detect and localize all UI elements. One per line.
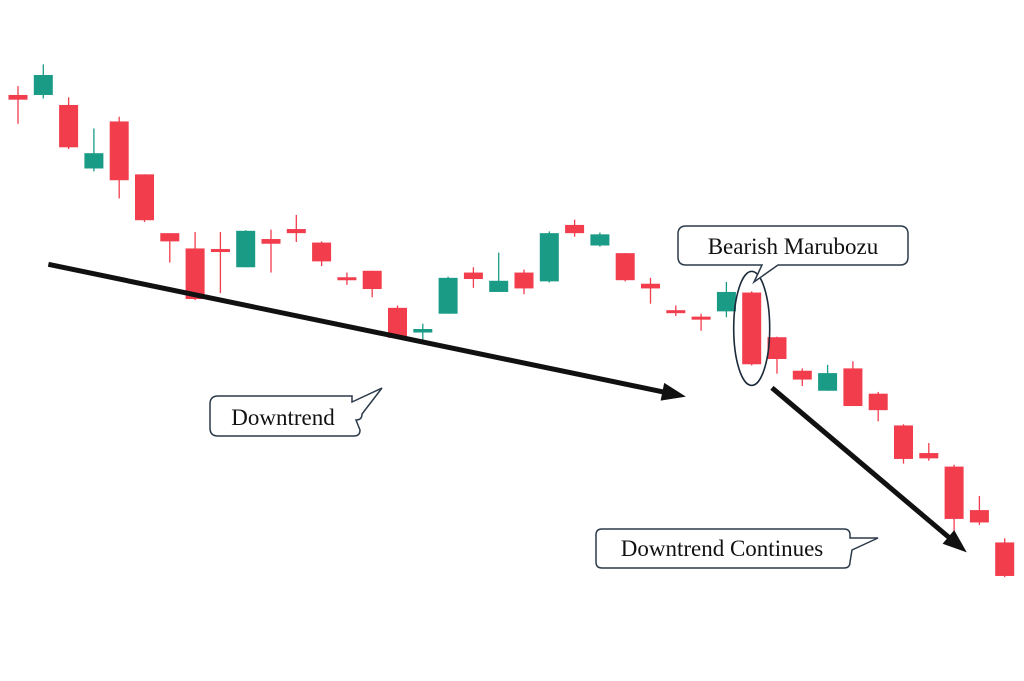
candle-body bbox=[691, 316, 711, 320]
candle-body bbox=[109, 121, 129, 181]
downtrend-continues-arrow bbox=[770, 385, 952, 541]
candle bbox=[84, 128, 104, 172]
candle bbox=[641, 277, 660, 304]
candle bbox=[362, 270, 382, 298]
candle-body bbox=[944, 466, 964, 519]
candle bbox=[514, 269, 534, 295]
candle bbox=[843, 361, 863, 407]
candle-body bbox=[666, 310, 686, 314]
candle bbox=[666, 305, 686, 317]
candle bbox=[109, 116, 129, 199]
candle-body bbox=[33, 74, 53, 95]
candle-body bbox=[388, 307, 407, 338]
candle-body bbox=[590, 234, 610, 246]
candle bbox=[135, 174, 154, 222]
downtrend-arrow bbox=[47, 261, 665, 395]
candle bbox=[33, 64, 53, 99]
candle-body bbox=[236, 230, 256, 268]
candle bbox=[539, 231, 559, 283]
candle-body bbox=[362, 270, 382, 290]
downtrend-callout-label: Downtrend bbox=[231, 405, 335, 430]
candle bbox=[185, 231, 205, 301]
candle-body bbox=[995, 542, 1015, 576]
candle-body bbox=[767, 337, 787, 359]
candle bbox=[312, 241, 332, 267]
candle-body bbox=[919, 453, 939, 459]
candle-body bbox=[868, 393, 888, 411]
candle-body bbox=[641, 283, 660, 289]
candle bbox=[236, 230, 256, 268]
downtrend-callout-bubble bbox=[209, 387, 383, 437]
candle bbox=[210, 231, 230, 294]
candle-body bbox=[463, 272, 483, 280]
candle-body bbox=[969, 510, 989, 523]
candle-body bbox=[59, 104, 79, 148]
bearish-marubozu-callout-label: Bearish Marubozu bbox=[708, 234, 879, 259]
downtrend-continues-callout-bubble bbox=[595, 528, 879, 569]
candle-body bbox=[185, 248, 205, 300]
candle bbox=[615, 253, 635, 282]
annotations-layer: Downtrend Bearish Marubozu Downtrend Con… bbox=[47, 225, 967, 569]
candle-body bbox=[489, 280, 509, 292]
candle bbox=[818, 364, 838, 391]
candle bbox=[286, 214, 306, 242]
candle-body bbox=[792, 370, 812, 380]
candle-body bbox=[413, 329, 433, 333]
candle bbox=[590, 232, 610, 247]
candle-body bbox=[160, 233, 180, 242]
candle bbox=[792, 368, 812, 387]
candle bbox=[438, 276, 458, 314]
candle-body bbox=[716, 291, 736, 312]
candle bbox=[388, 305, 407, 339]
candle-body bbox=[8, 94, 28, 100]
candle-body bbox=[514, 272, 534, 289]
candle bbox=[995, 538, 1015, 578]
candle bbox=[261, 229, 281, 273]
candle bbox=[944, 464, 964, 532]
candle bbox=[489, 252, 509, 292]
candle-body bbox=[894, 425, 913, 459]
candle bbox=[691, 313, 711, 331]
candle bbox=[969, 495, 989, 525]
candle-body bbox=[615, 253, 635, 281]
candles-layer bbox=[8, 64, 1015, 578]
candle-body bbox=[286, 229, 306, 234]
candle bbox=[59, 97, 79, 150]
candle bbox=[742, 291, 762, 366]
candle-body bbox=[438, 277, 458, 314]
downtrend-callout: Downtrend bbox=[209, 387, 383, 437]
downtrend-arrow-head bbox=[660, 382, 686, 401]
downtrend-continues-arrow-head bbox=[942, 530, 967, 553]
candle bbox=[8, 86, 28, 124]
candle-body bbox=[210, 249, 230, 253]
candle-body bbox=[565, 224, 585, 234]
candle bbox=[868, 391, 888, 422]
candle-body bbox=[135, 174, 154, 221]
bearish-marubozu-callout: Bearish Marubozu bbox=[677, 225, 909, 285]
downtrend-continues-callout: Downtrend Continues bbox=[595, 528, 879, 569]
candle-body bbox=[312, 242, 332, 262]
marubozu-highlight-ellipse bbox=[732, 270, 771, 387]
downtrend-continues-callout-label: Downtrend Continues bbox=[621, 536, 824, 561]
candle-body bbox=[337, 277, 357, 281]
candle bbox=[337, 272, 357, 285]
candle-body bbox=[261, 239, 281, 244]
candle bbox=[463, 267, 483, 288]
candle-body bbox=[742, 292, 762, 365]
candle bbox=[716, 281, 736, 318]
candle bbox=[894, 424, 913, 464]
candle-body bbox=[84, 153, 104, 169]
candle bbox=[919, 443, 939, 461]
candle-body bbox=[539, 233, 559, 282]
bearish-marubozu-callout-bubble bbox=[677, 225, 909, 285]
candle-body bbox=[818, 373, 838, 391]
candle-body bbox=[843, 368, 863, 407]
candle bbox=[767, 336, 787, 374]
candle bbox=[160, 233, 180, 263]
candle bbox=[565, 219, 585, 237]
